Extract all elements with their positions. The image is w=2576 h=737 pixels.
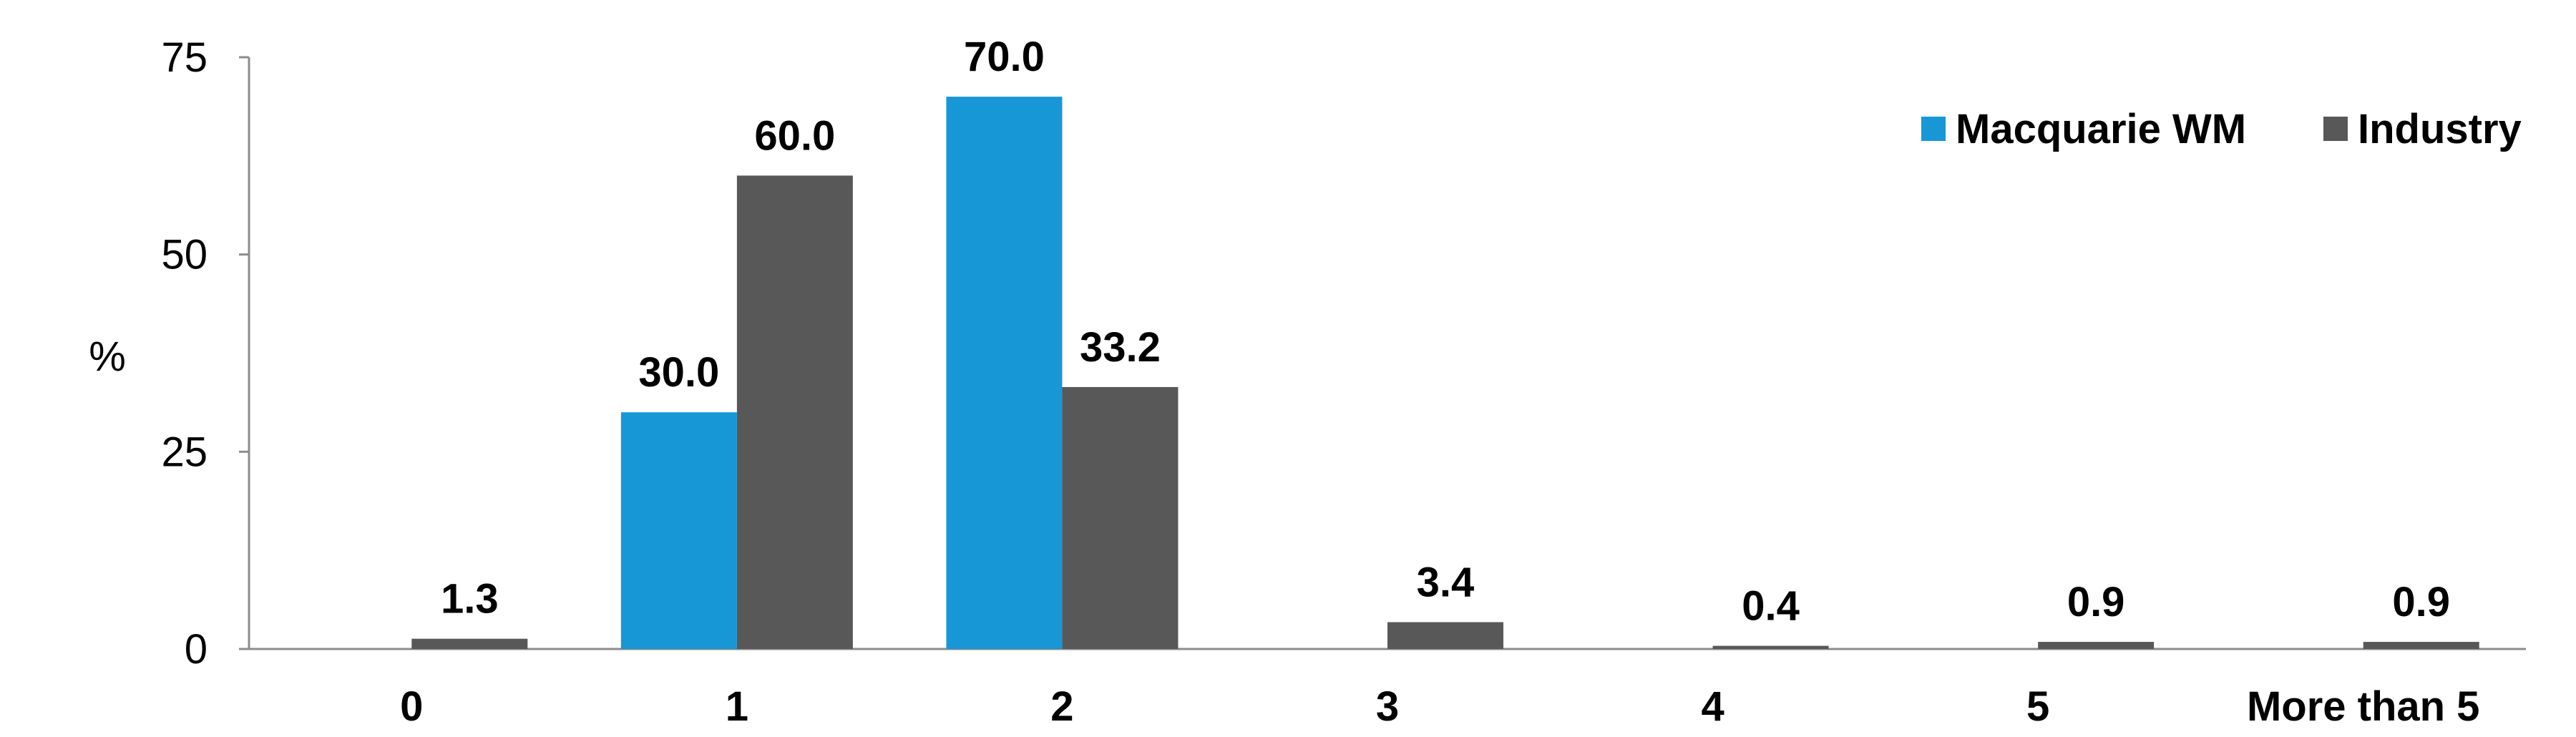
data-label: 3.4 xyxy=(1417,560,1475,606)
bar-industry xyxy=(1062,386,1179,649)
x-tick-label: More than 5 xyxy=(2247,683,2480,730)
data-label: 0.9 xyxy=(2067,579,2125,625)
bar-macquarie-wm xyxy=(620,412,737,649)
x-tick-label: 1 xyxy=(726,683,748,730)
data-label: 30.0 xyxy=(638,349,719,396)
legend-swatch xyxy=(2323,117,2348,141)
data-label: 1.3 xyxy=(441,576,499,623)
axes: 0 25 50 75 0 1 2 3 4 5 More than 5 xyxy=(161,34,2526,730)
bar-macquarie-wm xyxy=(946,97,1063,650)
data-labels: 30.0 70.0 1.3 60.0 33.2 3.4 0.4 0.9 0.9 xyxy=(441,34,2450,629)
x-tick-label: 5 xyxy=(2026,683,2049,730)
bar-industry xyxy=(2363,642,2479,649)
x-tick-label: 0 xyxy=(400,683,423,730)
bar-industry xyxy=(1387,622,1503,649)
x-tick-label: 4 xyxy=(1701,683,1724,730)
data-label: 0.9 xyxy=(2392,579,2450,625)
legend-label: Macquarie WM xyxy=(1956,106,2246,152)
data-label: 0.4 xyxy=(1742,583,1800,630)
y-tick-label: 0 xyxy=(185,626,208,673)
bars xyxy=(411,97,2479,650)
legend-label: Industry xyxy=(2358,106,2522,152)
y-tick-label: 25 xyxy=(161,429,208,475)
legend: Macquarie WM Industry xyxy=(1921,106,2522,152)
bar-industry xyxy=(736,175,853,649)
data-label: 70.0 xyxy=(964,34,1045,80)
data-label: 60.0 xyxy=(754,112,835,159)
y-axis-title: % xyxy=(89,333,126,380)
bar-industry xyxy=(411,638,528,649)
bar-industry xyxy=(2038,642,2155,649)
data-label: 33.2 xyxy=(1080,324,1161,371)
y-tick-label: 75 xyxy=(161,34,208,81)
bar-industry xyxy=(1712,645,1829,649)
x-tick-label: 2 xyxy=(1050,683,1073,730)
x-tick-label: 3 xyxy=(1376,683,1399,730)
y-tick-label: 50 xyxy=(161,232,208,278)
legend-swatch xyxy=(1921,117,1946,141)
